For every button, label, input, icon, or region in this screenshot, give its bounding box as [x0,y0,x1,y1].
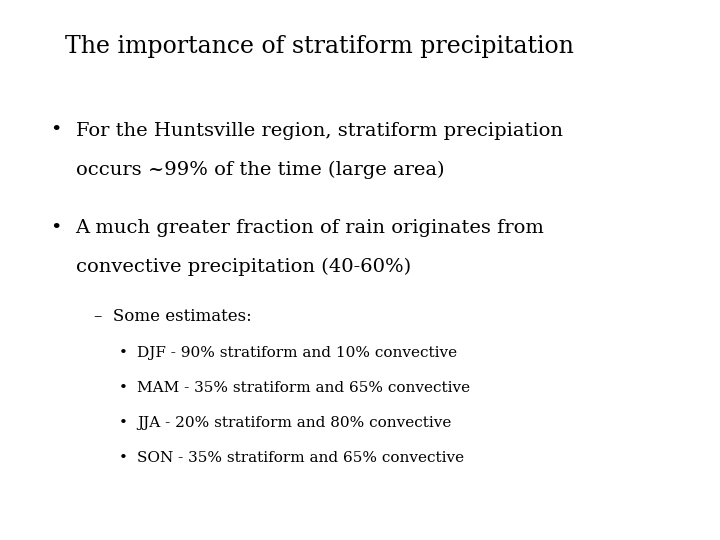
Text: convective precipitation (40-60%): convective precipitation (40-60%) [76,258,410,276]
Text: •: • [119,346,127,360]
Text: occurs ~99% of the time (large area): occurs ~99% of the time (large area) [76,160,444,179]
Text: •: • [119,381,127,395]
Text: •: • [119,451,127,465]
Text: For the Huntsville region, stratiform precipiation: For the Huntsville region, stratiform pr… [76,122,562,139]
Text: The importance of stratiform precipitation: The importance of stratiform precipitati… [65,35,574,58]
Text: JJA - 20% stratiform and 80% convective: JJA - 20% stratiform and 80% convective [137,416,451,430]
Text: A much greater fraction of rain originates from: A much greater fraction of rain originat… [76,219,544,237]
Text: MAM - 35% stratiform and 65% convective: MAM - 35% stratiform and 65% convective [137,381,470,395]
Text: SON - 35% stratiform and 65% convective: SON - 35% stratiform and 65% convective [137,451,464,465]
Text: •: • [50,122,62,139]
Text: DJF - 90% stratiform and 10% convective: DJF - 90% stratiform and 10% convective [137,346,457,360]
Text: •: • [50,219,62,237]
Text: –  Some estimates:: – Some estimates: [94,308,251,325]
Text: •: • [119,416,127,430]
